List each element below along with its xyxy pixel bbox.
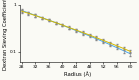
Y-axis label: Dextran Sieving Coefficient: Dextran Sieving Coefficient [3,0,8,70]
X-axis label: Radius (Å): Radius (Å) [64,71,91,77]
